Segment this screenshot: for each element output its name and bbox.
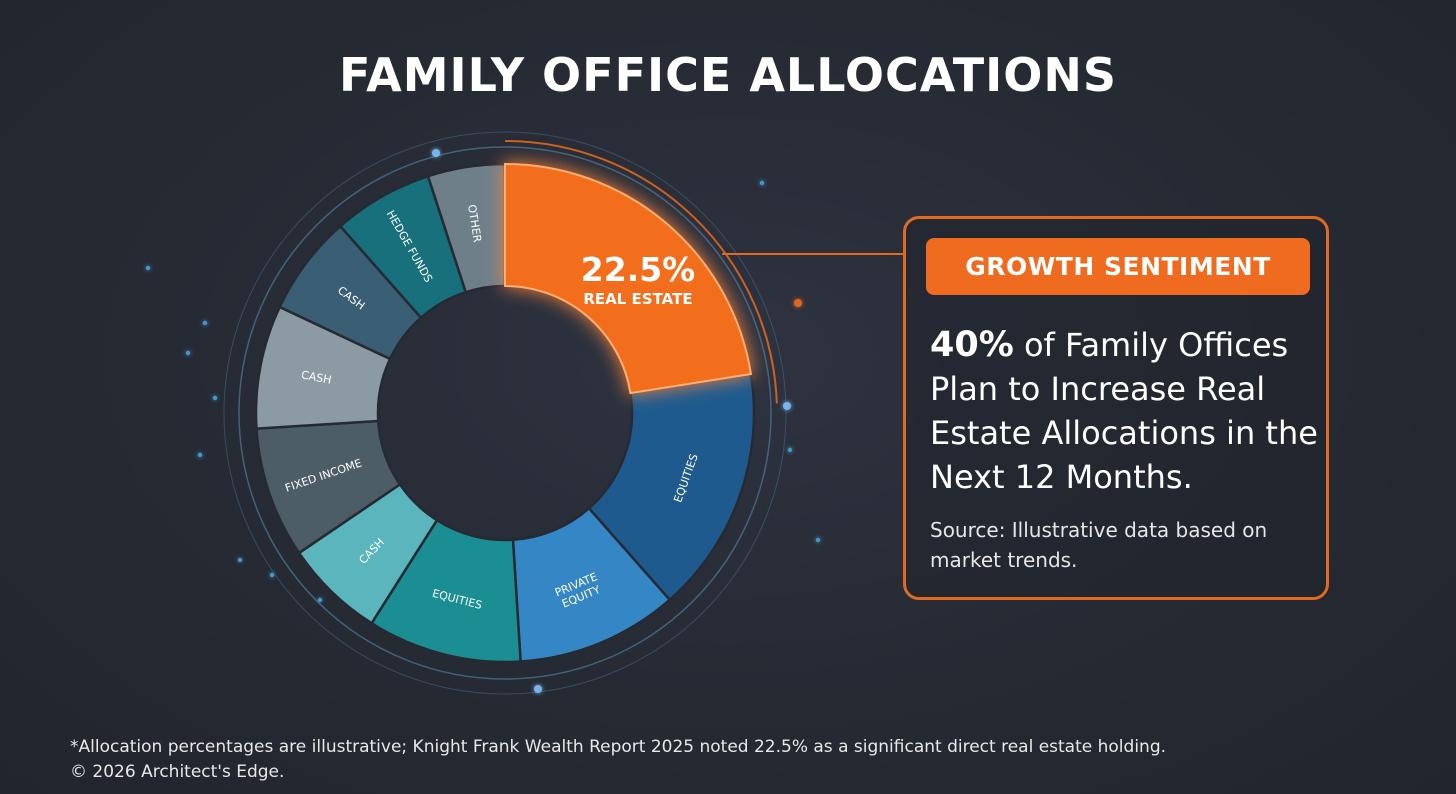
glow-dot [787, 447, 793, 453]
orbit-decoration [145, 131, 821, 695]
highlight-category-label: REAL ESTATE [583, 290, 692, 308]
glow-dot [202, 320, 208, 326]
callout-headline: 40% of Family Offices Plan to Increase R… [930, 323, 1326, 499]
segment-equities-1 [587, 372, 756, 602]
glow-dot [237, 557, 243, 563]
segment-label-cash-6: CASH [300, 368, 332, 386]
glow-dot [815, 537, 821, 543]
callout-stat: 40% [930, 325, 1014, 365]
growth-sentiment-badge: GROWTH SENTIMENT [926, 238, 1310, 295]
glow-dot [759, 180, 765, 186]
footnote: *Allocation percentages are illustrative… [70, 735, 1410, 785]
glow-dot [212, 395, 218, 401]
callout-text: of Family Offices Plan to Increase Real … [930, 326, 1318, 496]
growth-sentiment-callout: GROWTH SENTIMENT 40% of Family Offices P… [903, 216, 1329, 600]
highlight-orbit-arc [504, 140, 778, 404]
page-title: FAMILY OFFICE ALLOCATIONS [338, 48, 1118, 102]
glow-dot [783, 402, 791, 410]
glow-dot [185, 350, 191, 356]
segment-real-estate-0 [504, 162, 753, 395]
footnote-disclaimer: *Allocation percentages are illustrative… [70, 737, 1167, 757]
glow-dot [534, 685, 542, 693]
highlight-value-label: 22.5% [581, 250, 696, 289]
donut-segments [254, 162, 756, 664]
callout-connector-line [722, 253, 904, 255]
glow-dot [317, 597, 323, 603]
callout-source: Source: Illustrative data based on marke… [930, 518, 1268, 572]
glow-dot [432, 149, 440, 157]
orbit-ring [238, 146, 772, 680]
glow-dot [145, 265, 151, 271]
glow-dot [794, 299, 802, 307]
glow-dot [197, 452, 203, 458]
orbit-ring [223, 131, 787, 695]
glow-dot [269, 572, 275, 578]
segment-label-other-9: OTHER [465, 204, 484, 244]
copyright-notice: © 2026 Architect's Edge. [70, 762, 285, 782]
